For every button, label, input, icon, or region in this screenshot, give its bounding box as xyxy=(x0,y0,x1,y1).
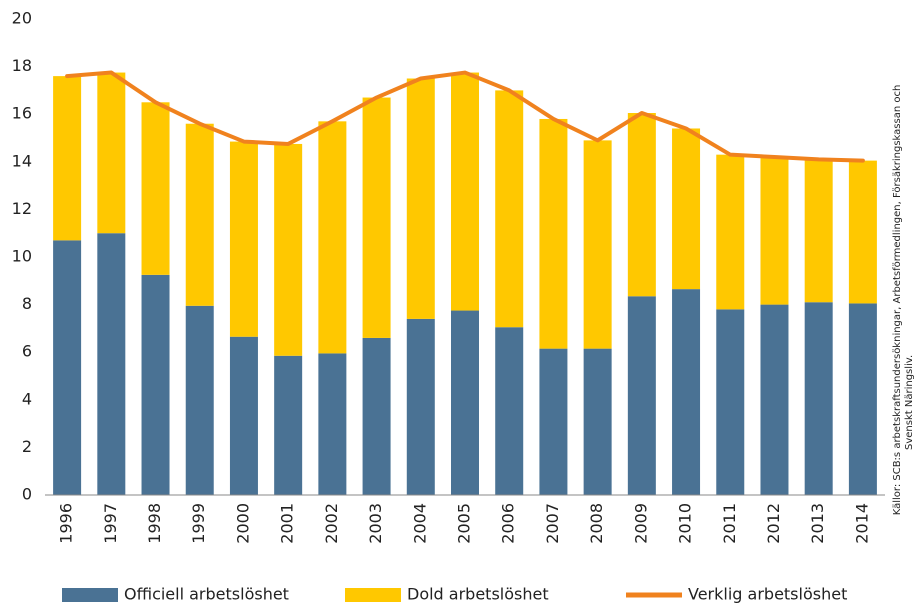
bar-segment xyxy=(229,141,258,337)
bar-segment xyxy=(627,296,656,495)
bar-segment xyxy=(362,97,391,338)
y-tick-label: 12 xyxy=(12,199,32,218)
bar-segment xyxy=(672,128,701,290)
bar-segment xyxy=(583,348,612,495)
bar-segment xyxy=(141,274,170,495)
bar-segment xyxy=(760,157,789,305)
bar-segment xyxy=(274,143,303,356)
x-tick-label: 2003 xyxy=(366,503,385,544)
source-note: Källor: SCB:s arbetskraftsundersökningar… xyxy=(892,85,915,516)
y-tick-label: 6 xyxy=(22,342,32,361)
bar-segment xyxy=(451,72,479,311)
source-line: Svenskt Näringsliv. xyxy=(904,355,915,450)
bar-segment xyxy=(362,337,391,495)
x-tick-label: 2014 xyxy=(852,503,871,544)
bar-segment xyxy=(318,121,347,354)
bar-segment xyxy=(583,140,612,349)
legend-label: Officiell arbetslöshet xyxy=(124,585,289,604)
bar-segment xyxy=(804,302,833,495)
y-tick-label: 14 xyxy=(12,151,32,170)
bar-segment xyxy=(848,303,877,495)
legend-swatch xyxy=(345,588,401,602)
bar-segment xyxy=(185,123,214,306)
bar-segment xyxy=(539,118,568,349)
x-tick-label: 1999 xyxy=(189,503,208,544)
bar-segment xyxy=(848,160,877,304)
x-tick-label: 2002 xyxy=(322,503,341,544)
bar-segment xyxy=(716,154,745,310)
bar-segment xyxy=(495,327,524,495)
y-tick-label: 8 xyxy=(22,294,32,313)
x-tick-label: 2013 xyxy=(808,503,827,544)
bar-segment xyxy=(97,72,126,234)
bar-segment xyxy=(539,348,568,495)
x-tick-label: 1996 xyxy=(57,503,76,544)
bar-segment xyxy=(274,355,303,495)
x-tick-label: 2012 xyxy=(764,503,783,544)
bar-segment xyxy=(318,353,347,495)
bar-segment xyxy=(716,309,745,495)
bar-segment xyxy=(53,240,82,495)
y-tick-label: 0 xyxy=(22,485,32,504)
x-tick-label: 2010 xyxy=(676,503,695,544)
y-tick-label: 4 xyxy=(22,389,32,408)
bar-segment xyxy=(495,90,524,328)
y-tick-label: 16 xyxy=(12,104,32,123)
line xyxy=(65,70,865,163)
bar-segment xyxy=(185,305,214,495)
bar-segment xyxy=(760,304,789,495)
x-tick-label: 2004 xyxy=(410,503,429,544)
x-tick-label: 1998 xyxy=(145,503,164,544)
bar-segment xyxy=(627,113,656,297)
y-tick-label: 10 xyxy=(12,247,32,266)
bar-segment xyxy=(406,78,435,319)
x-tick-label: 2007 xyxy=(543,503,562,544)
bar-segment xyxy=(97,233,126,495)
x-tick-label: 2000 xyxy=(233,503,252,544)
x-tick-label: 2008 xyxy=(587,503,606,544)
source-line: Källor: SCB:s arbetskraftsundersökningar… xyxy=(892,85,903,516)
legend-label: Verklig arbetslöshet xyxy=(688,585,847,604)
x-tick-label: 2001 xyxy=(278,503,297,544)
bar-segment xyxy=(451,310,479,495)
bar-segment xyxy=(53,76,82,241)
x-tick-label: 2005 xyxy=(455,503,474,544)
legend-label: Dold arbetslöshet xyxy=(407,585,549,604)
x-tick-label: 2009 xyxy=(631,503,650,544)
x-tick-label: 2006 xyxy=(499,503,518,544)
x-tick-label: 2011 xyxy=(720,503,739,544)
y-tick-label: 18 xyxy=(12,56,32,75)
bar-segment xyxy=(804,159,833,303)
bar-segment xyxy=(406,318,435,495)
y-tick-label: 20 xyxy=(12,9,32,28)
bar-segment xyxy=(672,289,701,495)
legend-swatch xyxy=(62,588,118,602)
x-tick-label: 1997 xyxy=(101,503,120,544)
bar-segment xyxy=(229,336,258,495)
y-tick-label: 2 xyxy=(22,437,32,456)
bar-segment xyxy=(141,102,170,275)
